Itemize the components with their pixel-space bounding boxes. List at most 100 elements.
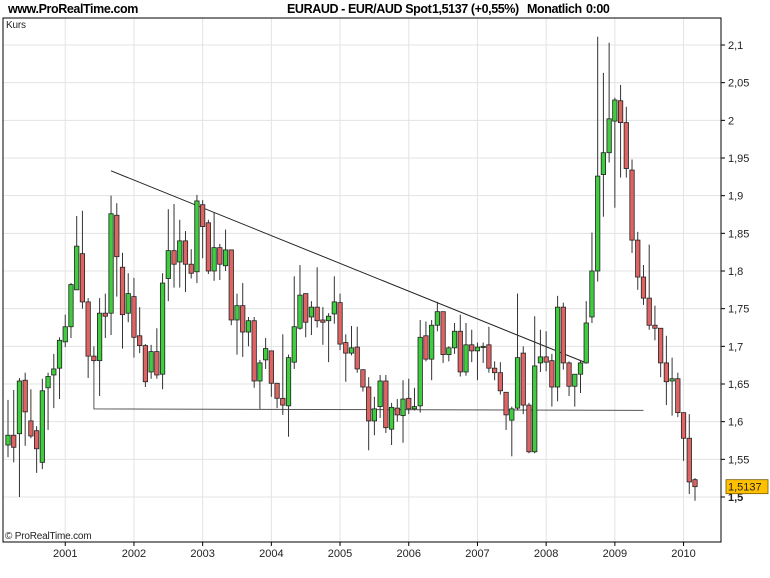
candle-body <box>320 319 326 323</box>
candle-up <box>56 337 63 400</box>
candle-down <box>79 210 86 309</box>
candle-body <box>371 408 378 422</box>
candle-up <box>62 314 68 348</box>
candle-body <box>325 315 332 322</box>
candle-up <box>51 353 57 409</box>
candle-up <box>177 219 183 288</box>
support-line <box>93 364 644 411</box>
candle-down <box>658 327 664 378</box>
candle-down <box>617 84 624 178</box>
candle-body <box>360 369 366 388</box>
candle-up <box>211 212 217 281</box>
candle-body <box>509 408 515 421</box>
y-tick-label: 1,8 <box>728 266 743 278</box>
candle-body <box>440 311 446 356</box>
candle-down <box>320 307 326 345</box>
y-tick-label: 1,55 <box>728 454 749 466</box>
candle-body <box>62 326 68 343</box>
candle-body <box>34 430 40 450</box>
candle-down <box>280 334 286 415</box>
candle-body <box>497 372 503 392</box>
y-tick-label: 1,5 <box>728 492 743 504</box>
candle-up <box>429 319 435 381</box>
x-tick-label: 2007 <box>465 548 489 560</box>
candle-down <box>686 414 692 494</box>
candle-down <box>360 369 366 392</box>
candle-body <box>177 240 183 263</box>
x-axis: 2001 2002 2003 2004 2005 2006 2007 2008 2009 2010 <box>53 542 696 560</box>
candle-body <box>663 362 669 383</box>
candle-down <box>274 382 280 409</box>
candle-up <box>285 354 292 437</box>
candle-body <box>680 412 687 439</box>
candle-down <box>549 353 555 407</box>
candle-down <box>205 219 211 275</box>
candle-body <box>194 200 200 273</box>
candle-body <box>257 362 263 382</box>
candle-down <box>119 252 126 349</box>
candle-up <box>463 322 469 376</box>
candle-body <box>406 397 412 410</box>
candle-body <box>394 407 400 416</box>
candle-body <box>526 404 532 453</box>
candle-down <box>251 316 257 388</box>
candle-down <box>102 293 108 339</box>
y-tick-label: 2,05 <box>728 78 749 90</box>
candle-body <box>108 213 114 314</box>
candle-body <box>532 365 538 453</box>
candle-body <box>560 306 566 364</box>
candle-body <box>669 378 675 382</box>
candle-body <box>503 391 509 416</box>
x-tick-label: 2004 <box>259 548 283 560</box>
candle-body <box>291 326 297 363</box>
candle-body <box>51 368 57 376</box>
candle-up <box>446 346 452 362</box>
y-tick-label: 1,9 <box>728 191 743 203</box>
y-tick-label: 1,95 <box>728 153 749 165</box>
candle-down <box>492 361 498 381</box>
candle-down <box>663 335 669 406</box>
candle-body <box>85 301 91 357</box>
candle-body <box>675 378 681 414</box>
candle-up <box>451 322 458 354</box>
candle-up <box>331 276 337 324</box>
candle-up <box>5 399 11 458</box>
time-label: 0:00 <box>586 2 610 16</box>
candle-body <box>555 306 561 388</box>
candle-body <box>457 330 463 373</box>
candle-down <box>423 321 429 362</box>
candle-down <box>566 361 572 397</box>
candle-up <box>371 396 378 436</box>
site-link[interactable]: www.ProRealTime.com <box>7 2 139 16</box>
candle-down <box>114 203 120 297</box>
candle-down <box>652 305 658 341</box>
candle-up <box>159 273 166 390</box>
candle-body <box>434 311 440 326</box>
candle-down <box>91 346 97 365</box>
candle-down <box>640 264 647 305</box>
x-tick-label: 2010 <box>671 548 695 560</box>
candle-body <box>280 397 286 406</box>
candle-body <box>285 357 292 407</box>
candle-up <box>222 229 229 271</box>
candle-down <box>142 344 148 388</box>
candle-down <box>406 378 412 415</box>
candle-body <box>652 324 658 329</box>
candle-down <box>268 350 274 397</box>
candle-body <box>400 398 406 417</box>
y-tick-label: 1,85 <box>728 228 749 240</box>
candle-body <box>486 344 492 369</box>
candle-body <box>240 305 246 333</box>
candle-up <box>245 316 252 347</box>
candle-up <box>325 313 332 363</box>
candle-body <box>211 247 217 272</box>
candle-down <box>11 390 17 463</box>
candle-body <box>492 367 498 374</box>
period-label: Monatlich <box>527 2 582 16</box>
candle-down <box>675 372 681 418</box>
candle-body <box>417 336 423 407</box>
candle-up <box>388 402 395 446</box>
panel-label: Kurs <box>6 20 26 31</box>
candle-down <box>646 244 652 330</box>
